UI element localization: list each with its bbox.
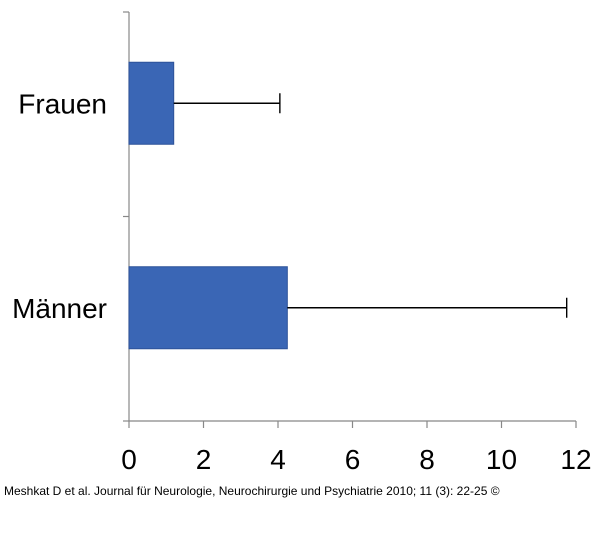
x-tick-label: 4 (270, 444, 286, 475)
bar (128, 266, 288, 350)
x-tick-label: 2 (196, 444, 212, 475)
error-bars (173, 93, 568, 318)
axes (123, 11, 577, 428)
labels: 0 2 4 6 8 10 12 Frauen Männer (12, 88, 592, 475)
x-tick-label: 0 (121, 444, 137, 475)
category-label: Männer (12, 293, 107, 324)
x-tick-label: 10 (486, 444, 517, 475)
x-tick-label: 12 (560, 444, 591, 475)
citation-text: Meshkat D et al. Journal für Neurologie,… (4, 484, 500, 498)
bars (128, 61, 288, 350)
bar (128, 61, 175, 145)
x-tick-label: 8 (419, 444, 435, 475)
category-label: Frauen (18, 88, 107, 119)
x-tick-label: 6 (345, 444, 361, 475)
